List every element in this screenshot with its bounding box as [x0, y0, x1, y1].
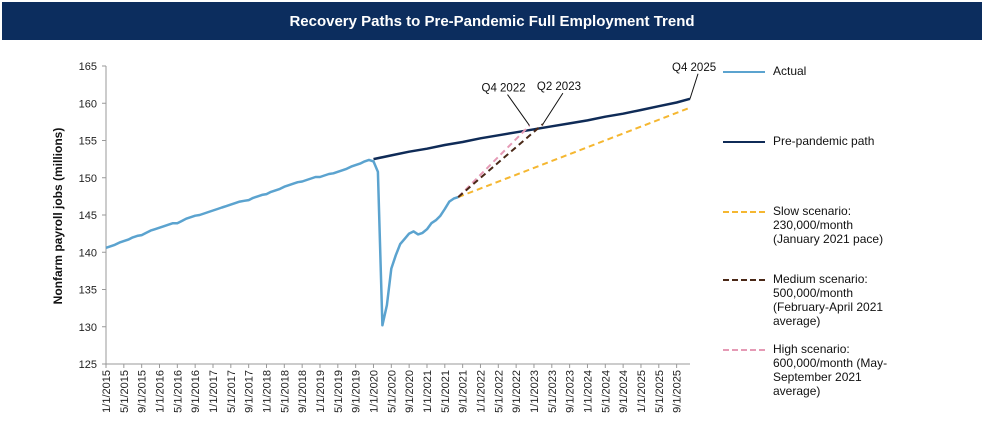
annotations: Q4 2022 Q2 2023 Q4 2025	[482, 62, 716, 126]
chart-title-banner: Recovery Paths to Pre-Pandemic Full Empl…	[2, 2, 982, 40]
annotation-leader	[689, 73, 699, 99]
annotation-label: Q2 2023	[537, 81, 581, 93]
y-tick-label: 155	[79, 136, 97, 148]
x-tick-label: 1/1/2017	[208, 370, 220, 413]
y-tick-label: 125	[79, 359, 97, 371]
x-tick-label: 9/1/2020	[404, 370, 416, 413]
y-tick-label: 150	[79, 173, 97, 185]
y-tick-label: 140	[79, 247, 97, 259]
x-tick-label: 9/1/2019	[351, 370, 363, 413]
annotation-leader	[507, 94, 530, 126]
x-tick-label: 5/1/2022	[493, 370, 505, 413]
x-tick-label: 5/1/2023	[547, 370, 559, 413]
y-tick-label: 130	[79, 322, 97, 334]
legend-swatch-slow	[723, 211, 765, 213]
x-tick-label: 1/1/2021	[422, 370, 434, 413]
y-axis-label: Nonfarm payroll jobs (millions)	[51, 128, 65, 305]
legend-swatch-medium	[723, 279, 765, 281]
y-tick-label: 145	[79, 210, 97, 222]
x-tick-label: 9/1/2017	[244, 370, 256, 413]
x-tick-label: 9/1/2016	[190, 370, 202, 413]
x-tick-label: 1/1/2016	[154, 370, 166, 413]
legend-swatch-actual	[723, 71, 765, 73]
legend-swatch-prepandemic	[723, 141, 765, 143]
annotation-leader	[542, 92, 564, 125]
x-tick-label: 5/1/2016	[172, 370, 184, 413]
x-tick-label: 1/1/2020	[368, 370, 380, 413]
annotation-label: Q4 2025	[672, 62, 716, 74]
x-tick-label: 5/1/2018	[279, 370, 291, 413]
series-actual	[105, 158, 459, 327]
x-tick-label: 5/1/2019	[333, 370, 345, 413]
legend-label-prepandemic: Pre-pandemic path	[773, 134, 875, 148]
x-tick-label: 1/1/2024	[582, 370, 594, 413]
y-tick-label: 165	[79, 61, 97, 73]
x-tick-label: 5/1/2025	[654, 370, 666, 413]
x-tick-label: 9/1/2022	[511, 370, 523, 413]
series-lines	[105, 97, 691, 327]
chart-title: Recovery Paths to Pre-Pandemic Full Empl…	[289, 12, 695, 30]
x-tick-label: 9/1/2018	[297, 370, 309, 413]
series-slow	[457, 106, 691, 199]
x-tick-label: 9/1/2024	[618, 370, 630, 413]
x-tick-label: 5/1/2015	[119, 370, 131, 413]
legend-label-slow: Slow scenario: 230,000/month (January 20…	[773, 204, 884, 246]
legend-label-high: High scenario: 600,000/month (May- Septe…	[773, 342, 888, 398]
series-prepandemic	[373, 97, 691, 161]
annotation-label: Q4 2022	[482, 83, 526, 95]
legend-label-actual: Actual	[773, 64, 807, 78]
x-tick-label: 5/1/2024	[600, 370, 612, 413]
y-tick-label: 160	[79, 98, 97, 110]
x-tick-label: 1/1/2025	[636, 370, 648, 413]
x-tick-label: 9/1/2021	[458, 370, 470, 413]
series-high	[457, 124, 531, 198]
x-tick-label: 5/1/2017	[226, 370, 238, 413]
x-tick-label: 1/1/2015	[101, 370, 113, 413]
y-tick-label: 135	[79, 285, 97, 297]
x-tick-label: 1/1/2019	[315, 370, 327, 413]
x-tick-label: 9/1/2025	[672, 370, 684, 413]
x-tick-label: 9/1/2023	[565, 370, 577, 413]
x-tick-label: 1/1/2022	[475, 370, 487, 413]
series-medium	[457, 123, 544, 198]
x-tick-label: 5/1/2020	[386, 370, 398, 413]
legend-swatch-high	[723, 349, 765, 351]
x-tick-label: 5/1/2021	[440, 370, 452, 413]
x-tick-label: 9/1/2015	[137, 370, 149, 413]
legend-label-medium: Medium scenario: 500,000/month (February…	[773, 272, 884, 328]
x-tick-label: 1/1/2018	[261, 370, 273, 413]
x-tick-label: 1/1/2023	[529, 370, 541, 413]
axes: 125 130 135 140 145 150 155 160 165 1/1/2015 5/1/2…	[79, 61, 690, 413]
